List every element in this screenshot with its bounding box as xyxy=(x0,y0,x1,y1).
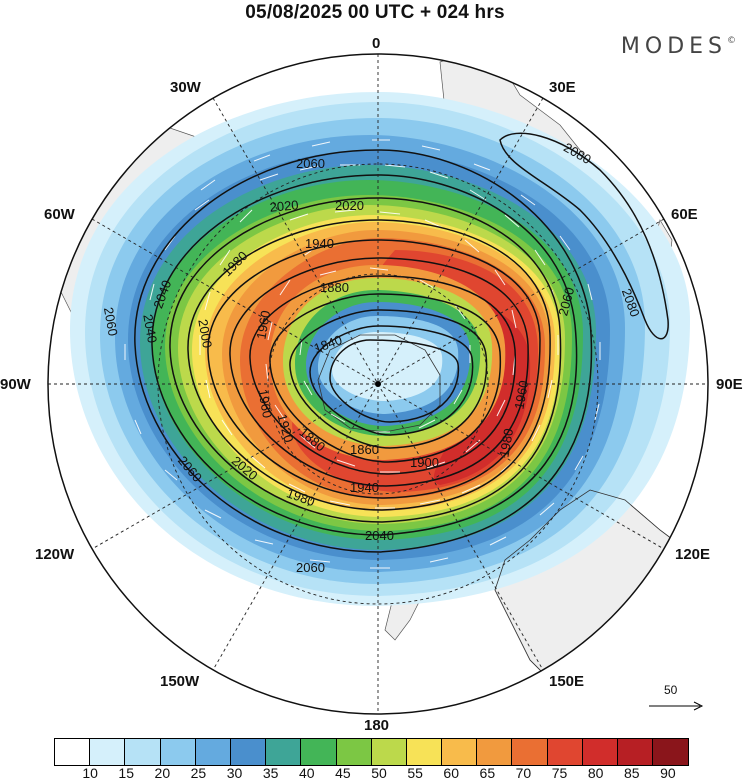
contour-label: 1880 xyxy=(320,280,349,295)
contour-label: 1960 xyxy=(255,388,275,419)
colorbar-tick-label: 60 xyxy=(443,765,460,781)
contour-label: 1980 xyxy=(496,427,516,458)
contour-label: 1900 xyxy=(410,455,439,470)
colorbar-swatch xyxy=(477,739,513,765)
lon-label-150w: 150W xyxy=(160,673,200,690)
contour-label: 2060 xyxy=(101,306,121,337)
contour-label: 2060 xyxy=(296,560,325,575)
map-border xyxy=(47,53,709,715)
lon-label-90w: 90W xyxy=(0,376,31,393)
colorbar-tick-label: 30 xyxy=(226,765,243,781)
contour-label: 2020 xyxy=(335,198,364,213)
wind-reference-arrow-icon xyxy=(649,701,704,711)
lon-label-0: 0 xyxy=(372,35,381,52)
colorbar-swatch xyxy=(512,739,548,765)
contour-label: 1920 xyxy=(275,412,297,444)
lon-label-180: 180 xyxy=(364,717,390,734)
colorbar-swatch xyxy=(160,739,196,765)
colorbar-swatch xyxy=(371,739,407,765)
contour-label: 2020 xyxy=(269,197,299,214)
contour-label: 2040 xyxy=(140,313,160,344)
colorbar-tick-label: 45 xyxy=(335,765,351,781)
colorbar-swatch xyxy=(90,739,126,765)
wind-reference-label: 50 xyxy=(664,683,678,697)
colorbar-swatch xyxy=(582,739,618,765)
contour-label-group: 2080 2080 2060 2060 2060 2060 2060 2040 … xyxy=(101,140,643,575)
colorbar-tick-label: 85 xyxy=(623,765,640,781)
colorbar-swatch xyxy=(442,739,478,765)
contour-label: 1940 xyxy=(305,236,334,251)
lon-label-90e: 90E xyxy=(716,376,743,393)
colorbar-swatch xyxy=(336,739,372,765)
contour-label: 1960 xyxy=(253,309,273,340)
lon-label-150e: 150E xyxy=(549,673,585,690)
colorbar-swatch xyxy=(125,739,161,765)
colorbar-swatch xyxy=(406,739,443,765)
colorbar-tick-label: 20 xyxy=(154,765,171,781)
colorbar-tick-label: 25 xyxy=(190,765,207,781)
colorbar-tick-label: 40 xyxy=(298,765,315,781)
contour-label: 2060 xyxy=(555,286,577,318)
contour-label: 2040 xyxy=(365,528,394,543)
modes-logo: MODES© xyxy=(620,34,736,59)
colorbar-tick-label: 90 xyxy=(660,765,676,781)
colorbar-ticks: 10 15 20 25 30 35 40 45 50 55 60 65 70 75 80 85 90 xyxy=(54,764,704,782)
colorbar-swatch xyxy=(301,739,337,765)
colorbar-tick-label: 15 xyxy=(118,765,135,781)
colorbar-swatch xyxy=(266,739,302,765)
contour-label: 1940 xyxy=(350,480,379,495)
lon-label-120w: 120W xyxy=(35,546,75,563)
wind-vectors xyxy=(124,139,601,569)
contour-label: 2000 xyxy=(195,318,215,349)
lon-label-120e: 120E xyxy=(675,546,711,563)
contour-label: 1960 xyxy=(511,379,531,410)
colorbar-tick-label: 75 xyxy=(551,765,568,781)
colorbar-swatch xyxy=(618,739,654,765)
lon-label-30w: 30W xyxy=(170,79,201,96)
colorbar-tick-label: 80 xyxy=(587,765,604,781)
colorbar-swatch xyxy=(195,739,231,765)
colorbar-tick-label: 55 xyxy=(407,765,423,781)
contour-label: 2060 xyxy=(296,156,325,171)
colorbar-swatch xyxy=(230,739,267,765)
colorbar xyxy=(54,738,690,766)
lon-label-30e: 30E xyxy=(549,79,576,96)
colorbar-tick-label: 10 xyxy=(82,765,98,781)
colorbar-tick-label: 35 xyxy=(262,765,279,781)
colorbar-tick-label: 70 xyxy=(515,765,532,781)
colorbar-swatch xyxy=(55,739,91,765)
lon-label-60e: 60E xyxy=(671,206,698,223)
contour-label: 1860 xyxy=(350,442,379,457)
colorbar-swatch xyxy=(653,739,689,765)
colorbar-swatch xyxy=(547,739,583,765)
south-pole-marker xyxy=(375,381,381,387)
map-title: 05/08/2025 00 UTC + 024 hrs xyxy=(245,2,505,23)
colorbar-tick-label: 65 xyxy=(479,765,496,781)
colorbar-tick-label: 50 xyxy=(371,765,387,781)
lon-label-60w: 60W xyxy=(44,206,75,223)
